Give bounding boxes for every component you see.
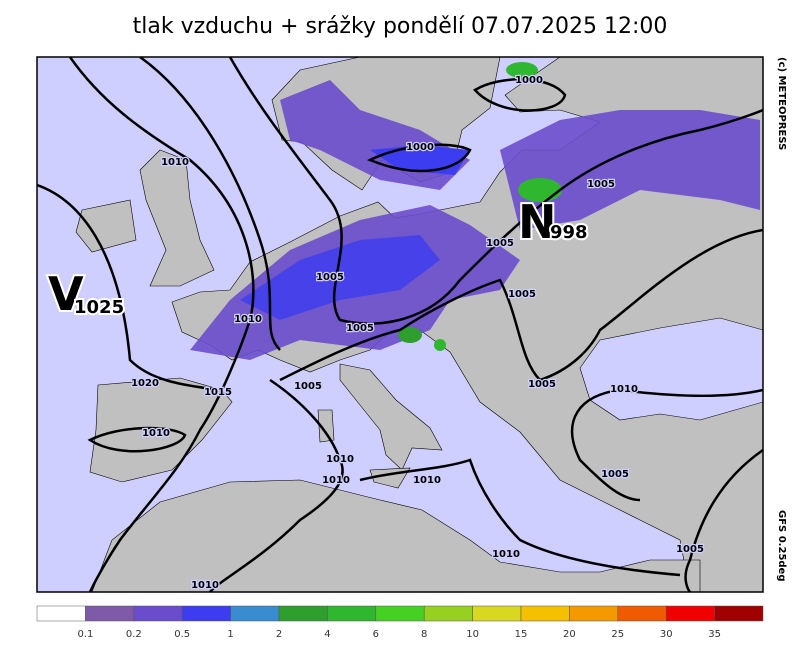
isobar-label: 1005 — [486, 238, 514, 249]
isobar — [279, 228, 763, 382]
center-pressure: 998 — [550, 222, 588, 243]
isobar-label: 1000 — [515, 75, 543, 86]
isobar-label: 1015 — [204, 387, 232, 398]
legend-swatch — [714, 605, 764, 622]
isobars — [37, 57, 763, 592]
pressure-centers: V 1025 N 998 — [46, 193, 590, 323]
precip-area — [434, 339, 446, 351]
legend-label: 1 — [227, 629, 233, 640]
isobar-label: 1005 — [508, 289, 536, 300]
legend-swatch — [278, 605, 328, 622]
precip-area — [240, 235, 440, 320]
copyright: (c) METEOPRESS — [776, 57, 787, 150]
legend-label: 0.1 — [77, 629, 93, 640]
legend-swatch — [375, 605, 425, 622]
ireland — [75, 199, 137, 253]
legend-label: 35 — [708, 629, 721, 640]
legend-swatch — [423, 605, 473, 622]
map: 1000 1000 1010 1005 1005 1005 1005 1010 1005 1005… — [36, 56, 764, 593]
isobar-label: 1010 — [610, 384, 638, 395]
legend-label: 0.5 — [174, 629, 190, 640]
sardinia — [317, 409, 335, 443]
isobar-label: 1010 — [234, 314, 262, 325]
isobar — [684, 448, 763, 592]
isobar-label: 1005 — [587, 179, 615, 190]
legend-label: 25 — [611, 629, 624, 640]
color-legend: 0.1 0.2 0.5 1 2 4 6 8 10 15 20 25 30 35 — [36, 605, 764, 640]
legend-swatch — [617, 605, 667, 622]
legend-label: 20 — [563, 629, 576, 640]
map-frame — [36, 56, 764, 593]
isobar-label: 1020 — [131, 378, 159, 389]
legend-label: 4 — [324, 629, 330, 640]
isobar — [68, 57, 255, 592]
isobar-label: 1005 — [346, 323, 374, 334]
isobar-label: 1010 — [191, 580, 219, 591]
isobar — [570, 388, 763, 502]
model-label: GFS 0.25deg — [776, 510, 787, 582]
precip-area — [500, 110, 760, 230]
legend-swatch — [230, 605, 280, 622]
legend-label: 15 — [515, 629, 528, 640]
isobar-label: 1005 — [316, 272, 344, 283]
map-title: tlak vzduchu + srážky pondělí 07.07.2025… — [133, 14, 668, 39]
isobar — [473, 78, 567, 112]
legend-label: 10 — [466, 629, 479, 640]
isobar — [37, 183, 221, 392]
isobar-label: 1010 — [161, 157, 189, 168]
isobar — [228, 57, 763, 325]
isobar-label: 1010 — [413, 475, 441, 486]
legend-swatch — [181, 605, 231, 622]
legend-swatch — [36, 605, 86, 622]
legend-swatch — [520, 605, 570, 622]
isobar-label: 1005 — [528, 379, 556, 390]
legend-label: 30 — [660, 629, 673, 640]
isobar-label: 1005 — [676, 544, 704, 555]
isobar-label: 1010 — [142, 428, 170, 439]
legend-label: 8 — [421, 629, 427, 640]
isobar-label: 1005 — [294, 381, 322, 392]
legend-swatch — [327, 605, 377, 622]
isobar — [87, 426, 187, 453]
isobar-label: 1010 — [322, 475, 350, 486]
legend-swatch — [569, 605, 619, 622]
precip-area — [398, 327, 422, 343]
precip-area — [506, 62, 538, 78]
legend-label: 2 — [276, 629, 282, 640]
isobar-labels: 1000 1000 1010 1005 1005 1005 1005 1010 1005 1005… — [130, 74, 705, 593]
britain — [139, 149, 215, 287]
isobar — [209, 378, 344, 592]
legend-label: 6 — [373, 629, 379, 640]
isobar — [139, 57, 281, 351]
isobar-label: 1000 — [406, 142, 434, 153]
legend-label: 0.2 — [126, 629, 142, 640]
center-letter: N — [518, 195, 557, 249]
precipitation — [190, 62, 760, 360]
legend-swatch — [133, 605, 183, 622]
isobar — [359, 458, 681, 577]
isobar — [366, 143, 472, 173]
italy — [339, 363, 443, 471]
center-pressure: 1025 — [74, 297, 124, 318]
legend-swatch — [472, 605, 522, 622]
legend-swatch — [665, 605, 715, 622]
legend-swatch — [85, 605, 135, 622]
isobar-label: 1005 — [601, 469, 629, 480]
center-letter: V — [48, 267, 84, 321]
isobar-label: 1010 — [492, 549, 520, 560]
isobar-label: 1010 — [326, 454, 354, 465]
